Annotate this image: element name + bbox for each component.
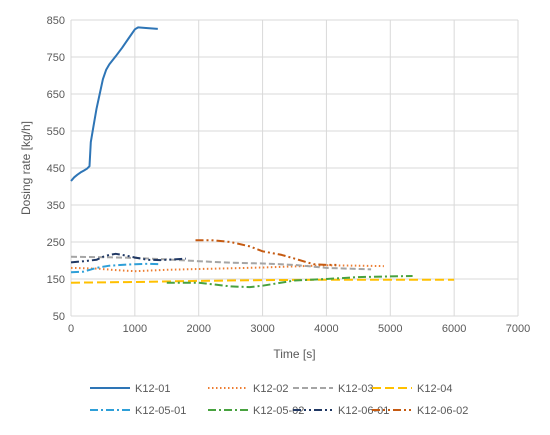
legend-label-k12-01: K12-01 xyxy=(135,383,170,395)
y-tick-label: 450 xyxy=(47,163,65,175)
y-tick-label: 150 xyxy=(47,274,65,286)
x-tick-label: 6000 xyxy=(442,323,466,335)
y-tick-label: 550 xyxy=(47,126,65,138)
y-tick-label: 650 xyxy=(47,89,65,101)
legend-label-k12-02: K12-02 xyxy=(253,383,288,395)
series-line-k12-02 xyxy=(70,264,384,273)
legend: K12-01 K12-02 K12-03 K12-04 K12-05-01 K12-05-… xyxy=(90,383,468,417)
series-line-k12-06-01 xyxy=(70,252,186,264)
y-axis-label: Dosing rate [kg/h] xyxy=(19,121,33,215)
x-axis-label: Time [s] xyxy=(273,347,315,361)
series-line-k12-03 xyxy=(70,255,372,271)
gridlines xyxy=(70,19,519,317)
y-tick-label: 250 xyxy=(47,237,65,249)
x-tick-label: 4000 xyxy=(314,323,338,335)
y-tick-label: 850 xyxy=(47,15,65,27)
x-tick-label: 5000 xyxy=(378,323,402,335)
y-axis-ticks: 50 150 250 350 450 550 650 750 850 xyxy=(47,15,65,323)
y-tick-label: 750 xyxy=(47,52,65,64)
y-tick-label: 50 xyxy=(53,311,65,323)
y-tick-label: 350 xyxy=(47,200,65,212)
legend-label-k12-03: K12-03 xyxy=(338,383,373,395)
legend-label-k12-06-02: K12-06-02 xyxy=(417,405,468,417)
x-tick-label: 7000 xyxy=(506,323,530,335)
series-line-k12-04 xyxy=(70,278,455,284)
x-axis-ticks: 0 1000 2000 3000 4000 5000 6000 7000 xyxy=(68,323,530,335)
series-lines xyxy=(70,26,455,289)
x-tick-label: 0 xyxy=(68,323,74,335)
legend-label-k12-06-01: K12-06-01 xyxy=(338,405,389,417)
series-line-k12-06-02 xyxy=(195,239,340,266)
series-line-k12-05-02 xyxy=(166,275,413,289)
x-tick-label: 1000 xyxy=(123,323,147,335)
x-tick-label: 3000 xyxy=(250,323,274,335)
x-tick-label: 2000 xyxy=(186,323,210,335)
legend-label-k12-05-01: K12-05-01 xyxy=(135,405,186,417)
series-line-k12-01 xyxy=(70,26,158,182)
legend-label-k12-05-02: K12-05-02 xyxy=(253,405,304,417)
legend-label-k12-04: K12-04 xyxy=(417,383,452,395)
series-line-k12-05-01 xyxy=(70,262,161,274)
